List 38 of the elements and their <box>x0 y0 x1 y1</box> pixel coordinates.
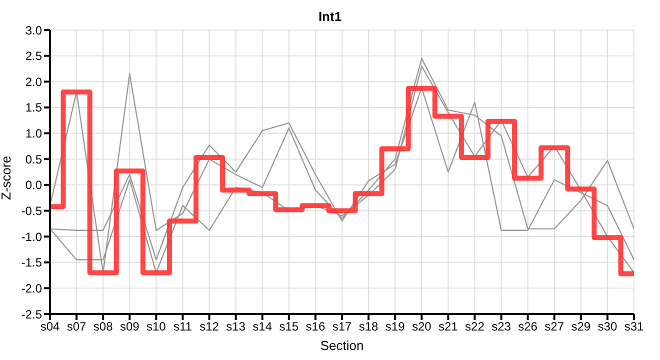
x-tick-label: s04 <box>40 320 60 334</box>
y-tick-label: 3.0 <box>25 23 42 38</box>
y-tick-label: 1.0 <box>25 126 42 141</box>
x-tick-label: s21 <box>438 320 458 334</box>
y-tick-label: -0.5 <box>21 204 42 218</box>
y-tick-label: -1.0 <box>21 230 42 244</box>
y-tick-label: -2.0 <box>21 281 42 296</box>
x-tick-label: s12 <box>200 320 220 334</box>
chart-title: Int1 <box>318 9 342 24</box>
y-axis-title: Z-score <box>0 156 14 200</box>
x-tick-label: s09 <box>120 320 140 334</box>
x-tick-label: s29 <box>571 320 591 334</box>
x-tick-label: s16 <box>306 320 326 334</box>
y-tick-label: -2.5 <box>21 307 42 322</box>
x-tick-label: s30 <box>598 320 618 334</box>
x-tick-label: s13 <box>226 320 246 334</box>
x-tick-label: s08 <box>93 320 114 334</box>
x-tick-label: s22 <box>465 320 485 334</box>
x-tick-label: s15 <box>279 320 299 334</box>
x-tick-label: s14 <box>252 320 272 334</box>
x-tick-label: s17 <box>332 320 352 334</box>
x-tick-label: s19 <box>385 320 406 334</box>
y-tick-label: 2.5 <box>25 49 42 64</box>
x-tick-label: s27 <box>544 320 564 334</box>
x-tick-label: s11 <box>173 320 192 334</box>
x-tick-label: s10 <box>146 320 166 334</box>
x-tick-label: s18 <box>358 320 379 334</box>
x-axis-title: Section <box>320 338 364 353</box>
y-tick-label: 2.0 <box>25 74 42 89</box>
x-tick-label: s31 <box>624 320 644 334</box>
x-tick-label: s07 <box>66 320 87 334</box>
y-tick-label: 0.0 <box>25 178 42 192</box>
x-tick-label: s20 <box>412 320 432 334</box>
x-tick-label: s26 <box>518 320 538 334</box>
y-tick-label: 1.5 <box>25 100 42 115</box>
y-tick-label: 0.5 <box>25 152 42 166</box>
y-tick-label: -1.5 <box>21 256 42 270</box>
x-tick-label: s23 <box>492 320 512 334</box>
